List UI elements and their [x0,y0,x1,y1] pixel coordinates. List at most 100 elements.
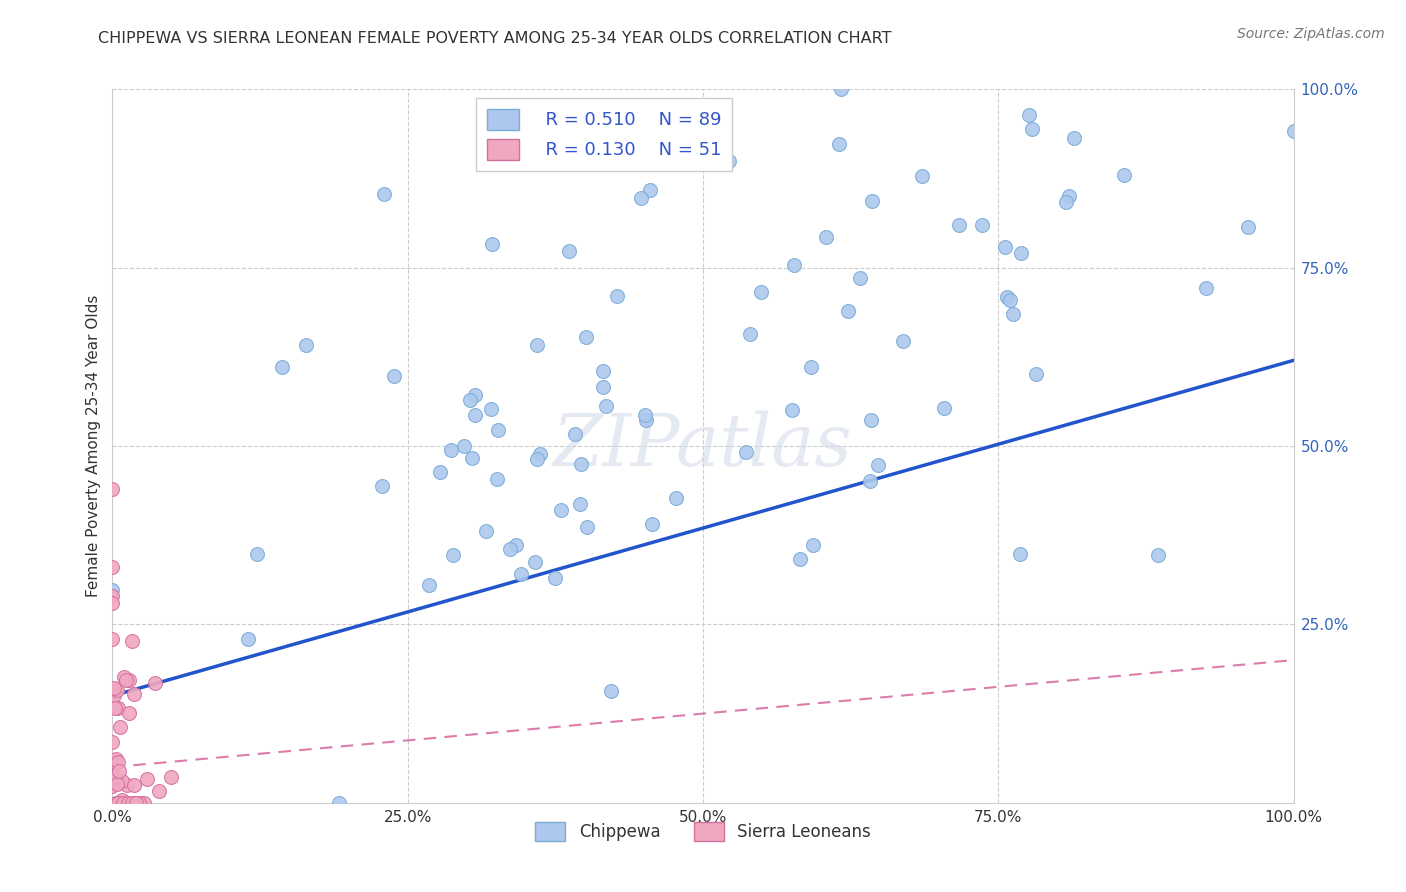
Point [1112,169,1135,183]
Point [866,458,889,472]
Point [860,194,883,209]
Point [564,427,586,442]
Point [107,683,129,698]
Point [803,538,825,552]
Point [271,359,294,374]
Point [121,634,143,648]
Point [441,549,464,563]
Point [1010,246,1032,260]
Point [475,524,498,538]
Point [998,293,1021,307]
Point [815,230,838,244]
Point [717,154,740,169]
Point [295,338,318,352]
Point [523,555,546,569]
Point [125,796,148,810]
Point [118,706,141,720]
Point [101,589,124,603]
Point [557,244,579,259]
Point [108,721,131,735]
Point [328,796,350,810]
Point [111,793,134,807]
Point [101,779,124,793]
Point [460,450,482,465]
Point [828,137,851,152]
Point [101,769,124,783]
Point [505,538,527,552]
Point [107,796,129,810]
Point [105,752,128,766]
Point [107,755,129,769]
Point [128,796,150,810]
Point [575,520,598,534]
Point [1024,368,1046,382]
Point [569,457,592,471]
Point [101,560,124,574]
Point [121,796,143,810]
Point [453,439,475,453]
Point [112,670,135,684]
Point [122,778,145,792]
Point [464,408,486,422]
Point [101,684,124,698]
Point [891,334,914,348]
Point [948,218,970,232]
Point [107,796,129,810]
Point [111,796,134,810]
Point [101,596,124,610]
Point [544,572,567,586]
Point [101,583,124,598]
Point [479,402,502,417]
Text: ZIPatlas: ZIPatlas [553,410,853,482]
Point [1237,220,1260,235]
Point [780,402,803,417]
Point [997,290,1019,304]
Point [429,465,451,479]
Point [103,701,125,715]
Point [859,474,882,488]
Point [1057,189,1080,203]
Point [1021,122,1043,136]
Point [136,772,159,787]
Point [526,452,548,467]
Point [932,401,955,415]
Point [1008,548,1031,562]
Point [458,393,481,408]
Point [1147,548,1170,562]
Point [124,687,146,701]
Point [630,191,652,205]
Point [132,796,155,810]
Point [638,183,661,197]
Point [101,632,124,647]
Point [143,675,166,690]
Point [970,218,993,232]
Point [115,778,138,792]
Point [1054,195,1077,210]
Point [245,547,267,561]
Point [526,338,548,352]
Point [599,684,621,698]
Point [236,632,259,646]
Point [911,169,934,184]
Point [103,681,125,695]
Point [529,447,551,461]
Point [634,408,657,422]
Point [128,796,150,810]
Point [101,772,124,787]
Point [101,761,124,775]
Point [1002,307,1025,321]
Point [160,770,183,784]
Text: Source: ZipAtlas.com: Source: ZipAtlas.com [1237,27,1385,41]
Point [1282,124,1305,138]
Point [859,413,882,427]
Point [107,701,129,715]
Point [592,380,614,394]
Point [738,326,761,341]
Text: CHIPPEWA VS SIERRA LEONEAN FEMALE POVERTY AMONG 25-34 YEAR OLDS CORRELATION CHAR: CHIPPEWA VS SIERRA LEONEAN FEMALE POVERT… [98,31,891,46]
Point [117,796,139,810]
Point [481,236,503,251]
Point [848,270,870,285]
Point [1194,281,1216,295]
Point [994,240,1017,254]
Point [595,399,617,413]
